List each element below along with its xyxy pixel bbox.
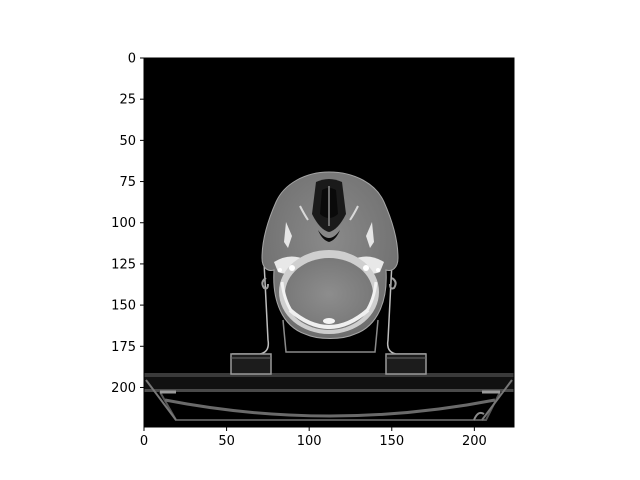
y-tick-label: 150 (111, 299, 136, 314)
x-tick-label: 150 (379, 434, 404, 449)
x-tick-label: 100 (297, 434, 322, 449)
y-tick-label: 100 (111, 216, 136, 231)
x-tick-label: 0 (140, 434, 148, 449)
head-support (230, 261, 427, 375)
y-tick-label: 25 (119, 93, 136, 108)
x-axis: 0 50 100 150 200 (140, 427, 487, 449)
x-tick-label: 50 (218, 434, 235, 449)
x-tick-label: 200 (462, 434, 487, 449)
y-tick-label: 200 (111, 381, 136, 396)
scanner-table (144, 373, 514, 421)
y-tick-label: 50 (119, 134, 136, 149)
head (261, 171, 399, 339)
axes-frame (143, 57, 515, 428)
y-tick-label: 75 (119, 175, 136, 190)
y-tick-label: 0 (128, 52, 136, 67)
y-tick-label: 125 (111, 257, 136, 272)
y-tick-label: 175 (111, 340, 136, 355)
ct-image (144, 58, 514, 427)
y-axis: 0 25 50 75 100 125 150 175 200 (111, 52, 144, 396)
